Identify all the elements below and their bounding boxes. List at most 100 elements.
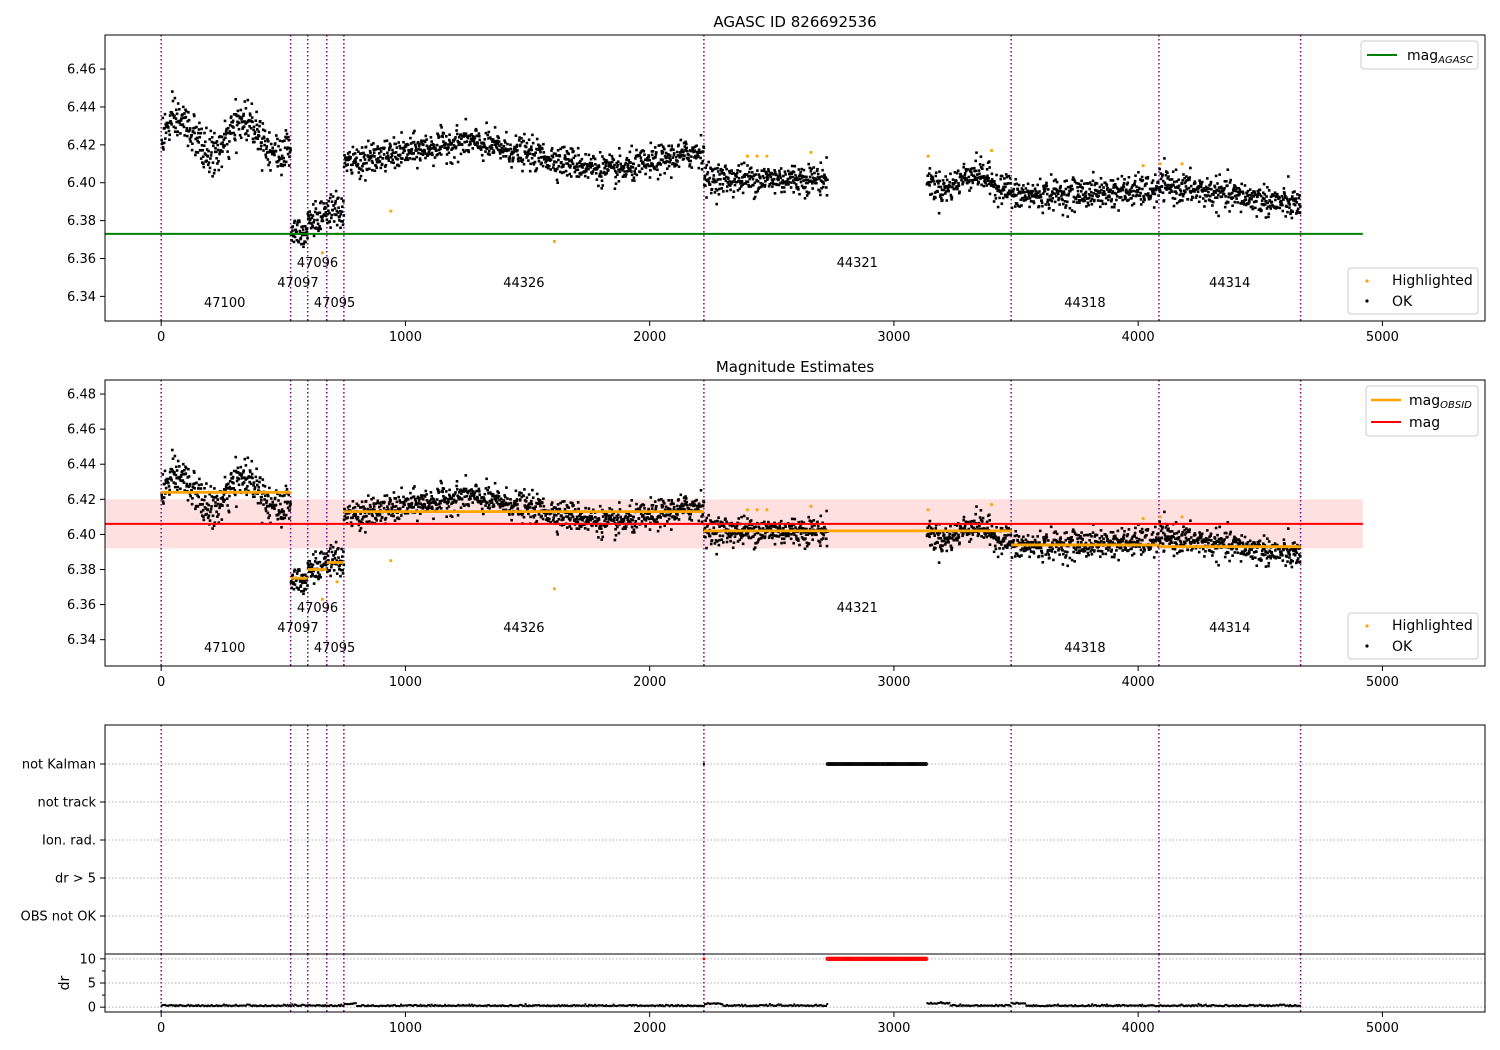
ok-point-2612: [1216, 189, 1220, 192]
ok-point-540: [358, 167, 361, 170]
ok-point-289: [266, 137, 269, 141]
ok-point-2518: [1182, 173, 1185, 176]
ok-point-124: [205, 148, 209, 151]
ok-point-197: [232, 487, 236, 490]
ok-point-1522: [718, 187, 721, 191]
ok-point-1034: [539, 150, 542, 154]
ok-point-2251: [1084, 194, 1087, 198]
ok-point-582: [373, 169, 377, 173]
agasc-legend-label: mag: [1407, 48, 1438, 64]
ok-point-1996: [990, 178, 994, 181]
ok-point-2146: [1045, 192, 1049, 196]
ok-point-528: [353, 506, 357, 509]
ok-point-2253: [1085, 205, 1088, 208]
ok-point-778: [445, 162, 448, 165]
ok-point-2435: [1151, 179, 1155, 182]
ok-point-944: [506, 497, 509, 500]
ok-point-2027: [1002, 185, 1005, 189]
ok-point-1000: [526, 506, 530, 510]
ok-point-1114: [568, 172, 572, 176]
ok-point-823: [461, 502, 465, 506]
ok-point-2022: [1000, 202, 1004, 205]
ok-point-2189: [1061, 213, 1065, 217]
ok-point-1561: [732, 171, 735, 175]
ok-point-754: [436, 153, 440, 156]
ok-point-38: [174, 126, 177, 130]
ok-point-1007: [529, 515, 532, 519]
ok-point-304: [271, 149, 275, 153]
ok-point-2516: [1181, 179, 1184, 182]
ok-point-2498: [1174, 168, 1178, 172]
ok-point-1815: [825, 156, 828, 159]
ok-point-1552: [729, 184, 732, 187]
highlighted-point-5: [755, 154, 759, 158]
ok-point-2819: [1292, 202, 1296, 206]
ok-point-997: [525, 141, 529, 145]
ok-point-718: [423, 149, 426, 153]
ok-point-820: [460, 143, 464, 147]
ok-point-967: [514, 489, 518, 493]
ok-point-2759: [1270, 200, 1274, 204]
ok-point-72: [186, 499, 190, 502]
ok-point-1806: [822, 537, 825, 540]
ok-point-2686: [1243, 184, 1247, 187]
ok-point-330: [281, 494, 284, 498]
ok-point-1640: [761, 534, 764, 537]
ok-point-2578: [1204, 199, 1207, 203]
ok-point-1504: [711, 180, 714, 184]
ok-point-2738: [1262, 182, 1266, 186]
ok-point-2438: [1152, 206, 1156, 209]
ok-point-1634: [759, 176, 762, 180]
ok-point-1907: [958, 541, 961, 545]
ok-point-1563: [733, 180, 736, 183]
ok-point-2002: [993, 180, 996, 183]
ok-point-2558: [1196, 190, 1200, 193]
ok-point-369: [295, 238, 299, 242]
ok-point-710: [420, 495, 424, 498]
ok-point-1444: [689, 159, 692, 163]
ok-point-2817: [1291, 191, 1295, 194]
ok-point-777: [445, 135, 448, 138]
ok-point-1333: [648, 528, 652, 531]
ok-point-58: [181, 479, 185, 482]
ok-point-75: [187, 475, 191, 478]
ok-point-1016: [532, 516, 536, 519]
ok-point-1656: [767, 520, 770, 524]
highlighted-point-4: [746, 154, 749, 158]
ok-point-903: [491, 495, 494, 498]
ok-point-975: [517, 156, 521, 160]
ok-point-761: [439, 147, 442, 151]
ok-point-1156: [583, 527, 587, 530]
ok-point-1336: [649, 517, 653, 520]
ok-point-128: [207, 503, 210, 507]
ok-point-1146: [580, 163, 583, 166]
ok-point-1248: [617, 531, 621, 535]
ok-point-746: [433, 156, 437, 159]
ok-point-1212: [604, 517, 607, 521]
ok-point-1697: [782, 526, 785, 530]
ok-point-1986: [987, 177, 990, 180]
ok-point-1383: [667, 506, 670, 510]
ok-point-556: [364, 179, 367, 182]
ok-point-1741: [798, 192, 801, 196]
ok-point-2152: [1048, 206, 1051, 210]
ok-point-2050: [1010, 206, 1014, 210]
ok-point-552: [362, 155, 366, 159]
ok-point-1573: [736, 189, 740, 192]
ok-point-505: [345, 156, 348, 159]
ok-point-2781: [1278, 206, 1282, 210]
ok-point-1001: [527, 159, 530, 162]
ok-point-2834: [1297, 203, 1301, 206]
ok-point-1392: [670, 498, 673, 502]
ok-point-1010: [530, 502, 533, 506]
ok-point-266: [257, 134, 261, 138]
ok-point-979: [519, 498, 522, 501]
ok-point-154: [216, 148, 220, 152]
ok-point-143: [212, 524, 216, 527]
ok-point-1901: [956, 187, 959, 191]
ok-point-487: [338, 209, 342, 213]
ok-point-1399: [672, 152, 676, 155]
ok-point-1759: [804, 533, 808, 536]
ok-point-1804: [821, 521, 824, 525]
ok-point-2263: [1088, 181, 1092, 184]
